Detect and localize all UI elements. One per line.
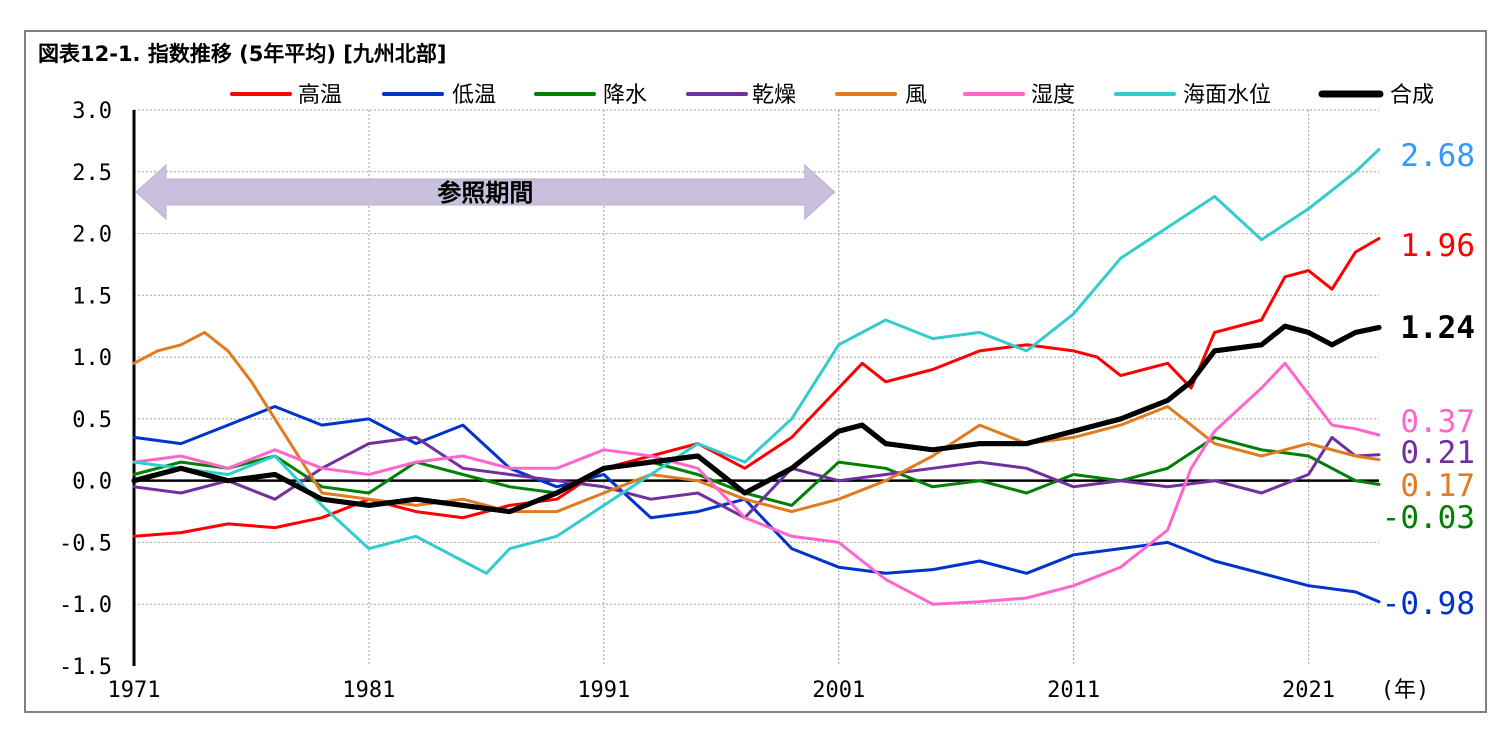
y-tick-label: -1.0 [59,593,112,618]
end-label-value: 0.21 [1400,435,1475,471]
series-line-海面水位 [132,148,1381,575]
end-labels: 1.96 -0.98 -0.03 0.210.17 0.37 2.68 1.24 [1382,138,1475,622]
legend-label: 降水 [603,83,647,108]
x-axis-unit: (年) [1381,678,1430,703]
y-tick-label: 0.5 [72,408,112,433]
series-line-total-overlay [131,323,1382,515]
end-label-value: 1.96 [1400,228,1475,264]
end-label-value: 0.37 [1400,404,1475,440]
x-tick-label: 2021 [1282,678,1335,703]
y-tick-label: -0.5 [59,531,112,556]
y-tick-label: 0.0 [72,470,112,495]
legend-label: 湿度 [1031,83,1075,108]
x-tick-label: 1981 [342,678,395,703]
series-line-低温 [132,405,1381,604]
reference-period-arrow [135,163,836,221]
legend-label: 合成 [1390,83,1434,108]
end-label-value: 2.68 [1400,138,1475,174]
end-label-value: 1.24 [1400,310,1475,346]
chart-frame [24,30,1487,713]
x-tick-label: 2001 [812,678,865,703]
legend-label: 低温 [452,83,496,108]
legend: 高温 低温 降水 乾燥 風 湿度 海面水位 合成 [230,83,1434,108]
end-label-value: 0.17 [1400,468,1475,504]
end-label-value: -0.03 [1382,500,1475,536]
legend-label: 風 [905,83,927,108]
reference-period-label: 参照期間 [437,179,533,207]
chart-title: 図表12-1. 指数推移 (5年平均) [九州北部] [38,42,447,66]
series-line-降水 [132,435,1381,507]
y-tick-label: -1.5 [59,655,112,680]
y-tick-label: 1.5 [72,284,112,309]
series-lines [131,148,1382,606]
x-tick-label: 1971 [108,678,161,703]
legend-label: 高温 [298,83,342,108]
legend-label: 海面水位 [1183,83,1271,108]
x-tick-label: 1991 [577,678,630,703]
y-tick-label: 1.0 [72,346,112,371]
y-tick-label: 3.0 [72,99,112,124]
x-tick-label: 2011 [1047,678,1100,703]
series-line-湿度 [132,361,1381,606]
end-label-value: -0.98 [1382,586,1475,622]
y-tick-label: 2.5 [72,161,112,186]
reference-period-annotation: 参照期間 [135,163,836,221]
y-tick-label: 2.0 [72,223,112,248]
series-line-風 [132,330,1381,514]
legend-label: 乾燥 [752,83,796,108]
